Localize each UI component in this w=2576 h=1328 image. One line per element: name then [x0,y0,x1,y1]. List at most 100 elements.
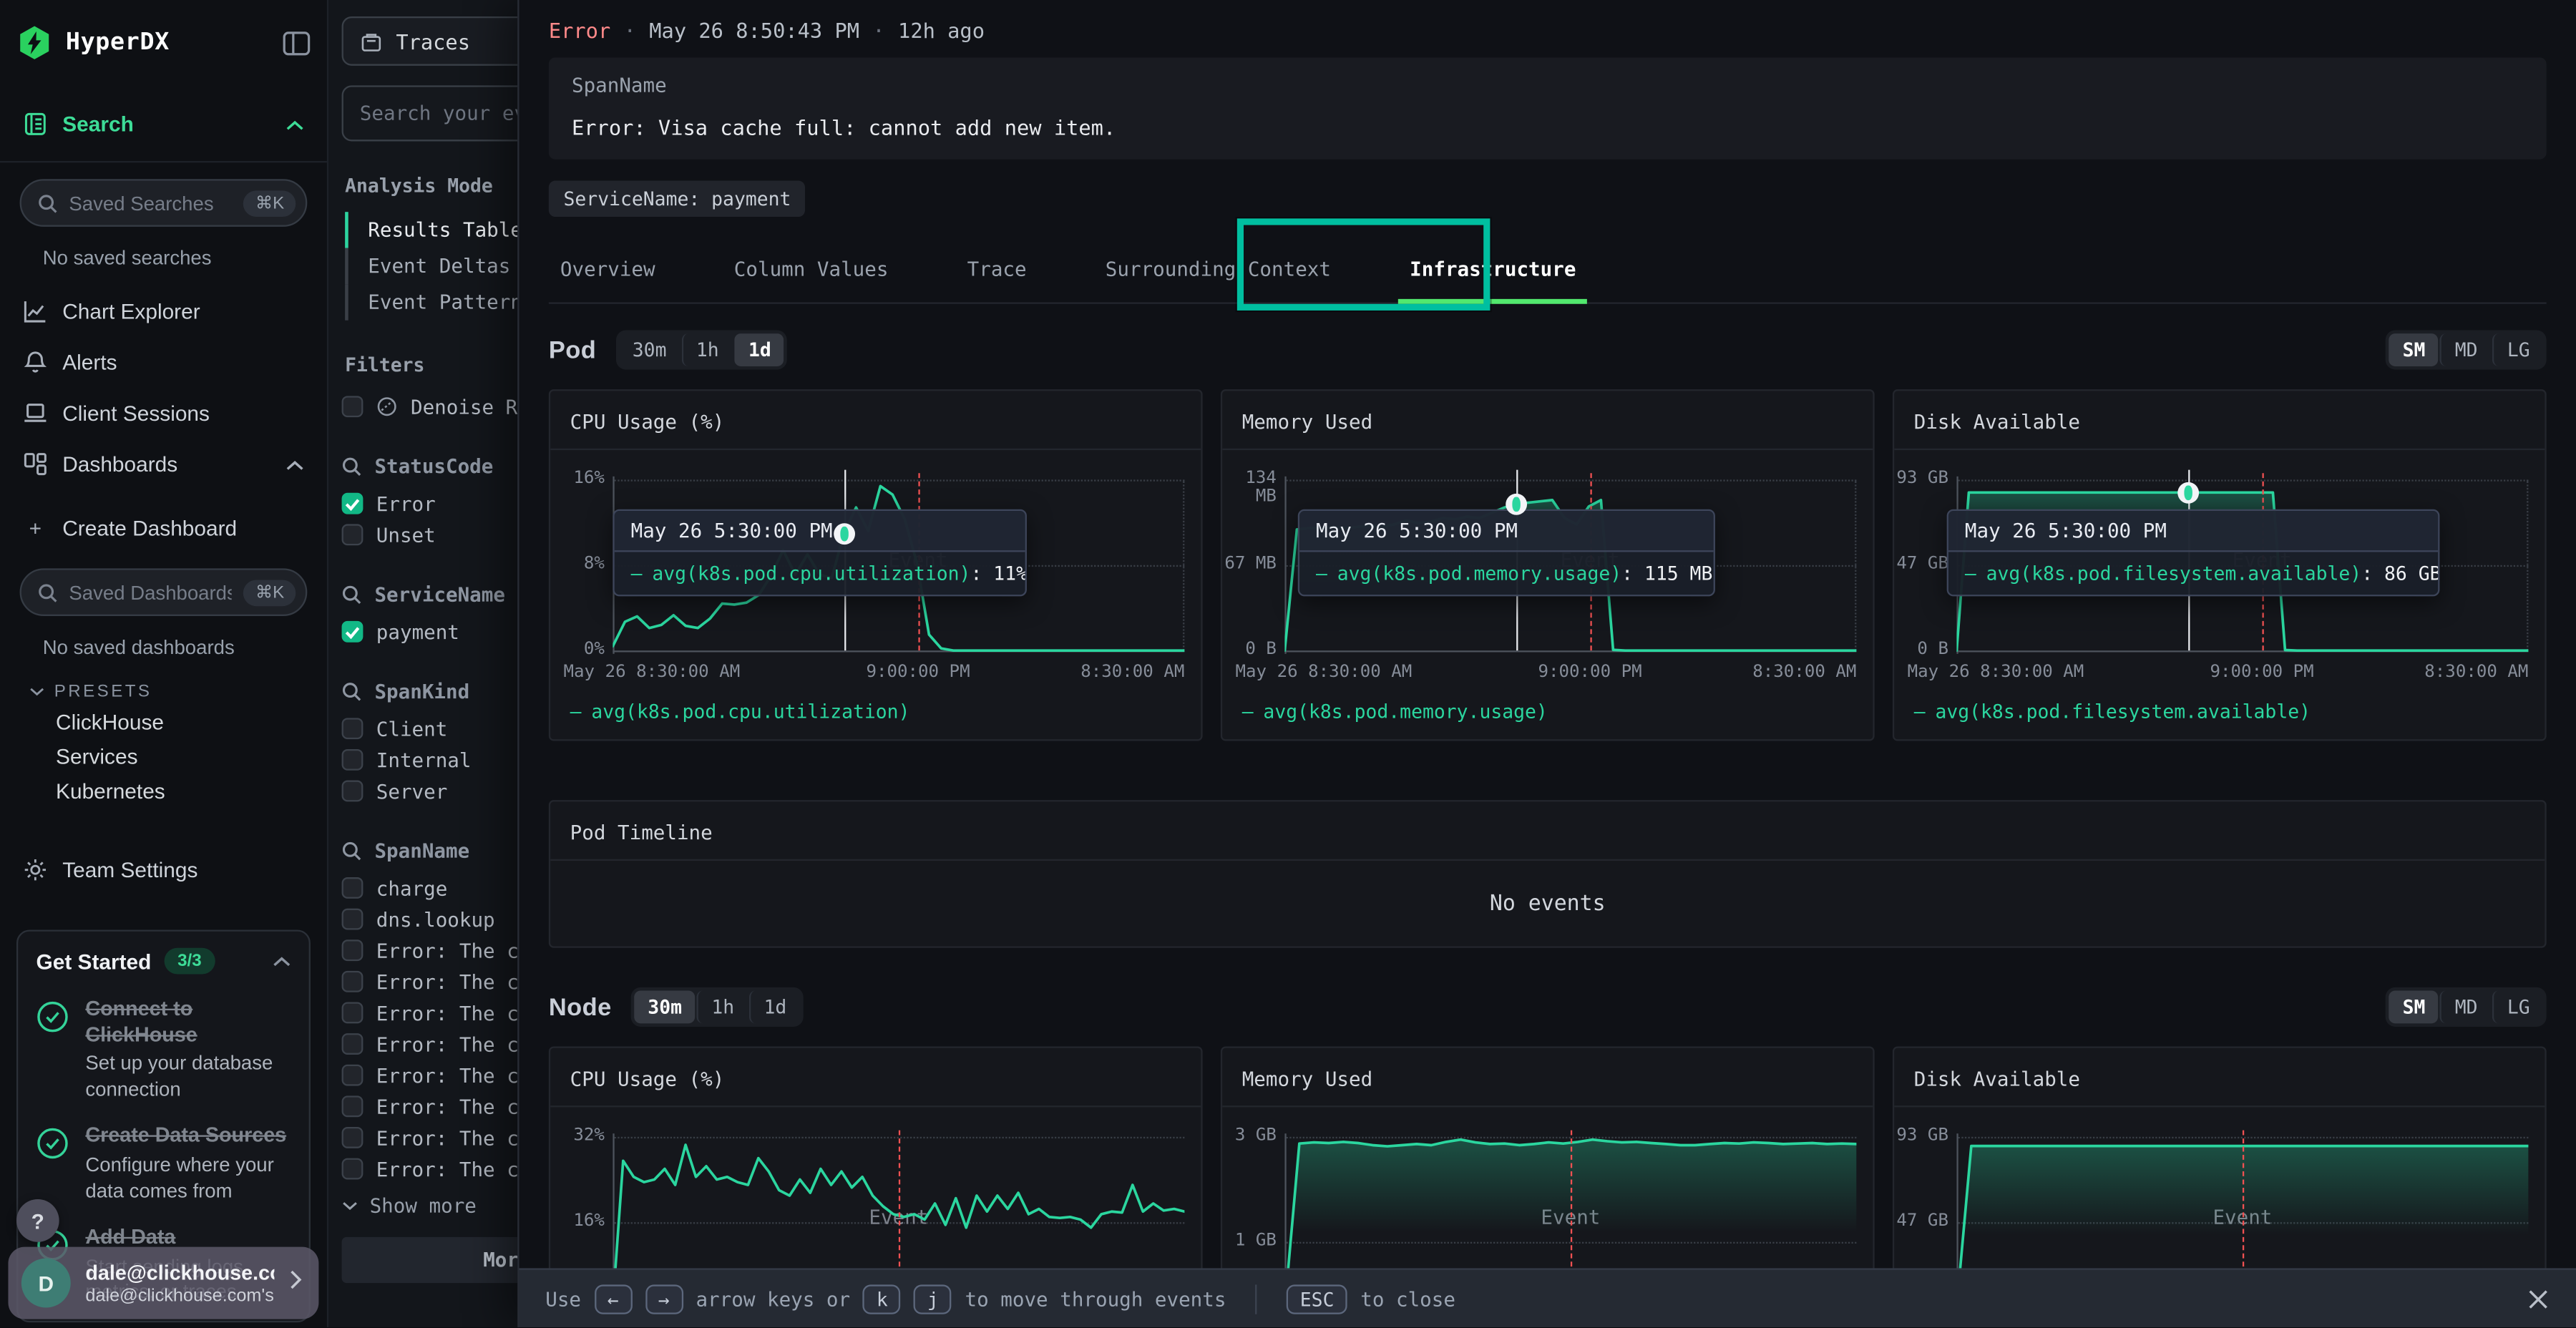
range-button[interactable]: 1d [733,333,784,366]
pod-timeline-title: Pod Timeline [570,821,713,844]
saved-dashboards-field[interactable] [69,581,232,604]
memory-used-chart[interactable]: Event May 26 5:30:00 PM —avg(k8s.pod.mem… [1284,467,1856,657]
checkbox [342,1127,364,1148]
range-button[interactable]: 1h [697,990,748,1023]
node-memory-chart[interactable]: Event [1284,1123,1856,1268]
tab[interactable]: Infrastructure [1398,242,1587,303]
range-button[interactable]: 30m [635,990,695,1023]
chart-title: Memory Used [1242,411,1372,434]
size-button[interactable]: LG [2492,990,2543,1023]
source-select-value: Traces [396,29,470,53]
preset-item[interactable]: ClickHouse [16,705,311,739]
size-button[interactable]: LG [2492,333,2543,366]
get-started-task[interactable]: Create Data Sources Configure where your… [36,1124,291,1204]
chart-tooltip: May 26 5:30:00 PM —avg(k8s.pod.filesyste… [1947,509,2440,597]
node-range-toggle: 30m1h1d [631,987,803,1027]
checkbox [342,1158,364,1180]
y-axis: 16% 8% 0% [557,467,613,657]
tab[interactable]: Column Values [723,242,900,303]
tab[interactable]: Surrounding Context [1094,242,1342,303]
team-settings-label: Team Settings [62,856,197,881]
preset-item[interactable]: Services [16,739,311,773]
sidebar-item-team-settings[interactable]: Team Settings [16,844,311,894]
checkbox [342,621,364,643]
range-button[interactable]: 30m [619,333,679,366]
divider [1256,1284,1257,1313]
checkbox [342,1002,364,1024]
service-name-chip[interactable]: ServiceName: payment [549,181,806,218]
pod-cpu-chart-card: CPU Usage (%) 16% 8% 0% Event [549,389,1203,741]
get-started-task[interactable]: Connect to ClickHouse Set up your databa… [36,997,291,1103]
checkbox [342,524,364,545]
chart-legend: —avg(k8s.pod.cpu.utilization) [550,687,1201,739]
sidebar-item-search[interactable]: Search [16,99,311,148]
dashboards-label: Dashboards [62,451,177,475]
hover-point-marker [1505,493,1526,514]
check-circle-icon [36,1000,69,1103]
size-button[interactable]: MD [2440,990,2491,1023]
create-dashboard-button[interactable]: + Create Dashboard [16,503,311,552]
user-profile[interactable]: D dale@clickhouse.com dale@clickhouse.co… [8,1247,318,1319]
node-section-header: Node 30m1h1d SMMDLG [549,987,2547,1027]
cpu-usage-chart[interactable]: Event May 26 5:30:00 PM —avg(k8s.pod.cpu… [613,467,1184,657]
checkbox [342,939,364,961]
x-axis: May 26 8:30:00 AM 9:00:00 PM 8:30:00 AM [613,662,1184,686]
pod-timeline-empty: No events [550,861,2545,946]
size-button[interactable]: SM [2389,990,2439,1023]
dashboards-icon [23,451,47,475]
sidebar-item-chart-explorer[interactable]: Chart Explorer [16,285,311,335]
event-header: Error · May 26 8:50:43 PM · 12h ago [549,0,2547,43]
tab[interactable]: Trace [956,242,1038,303]
chart-legend: —avg(k8s.pod.memory.usage) [1222,687,1873,739]
chart-title: Memory Used [1242,1068,1372,1090]
sidebar-item-client-sessions[interactable]: Client Sessions [16,388,311,437]
pod-size-toggle: SMMDLG [2386,330,2547,369]
arrow-right-key: → [645,1284,683,1313]
app-title: HyperDX [66,29,170,56]
node-disk-chart[interactable]: Event [1956,1123,2528,1268]
pod-section-title: Pod [549,336,596,364]
range-button[interactable]: 1d [749,990,800,1023]
denoise-label: Denoise Re [411,395,530,418]
search-icon [342,682,362,702]
checkbox [342,877,364,899]
search-icon [342,585,362,605]
size-button[interactable]: SM [2389,333,2439,366]
saved-dashboards-input[interactable]: ⌘K [20,568,308,616]
help-button[interactable]: ? [16,1199,59,1242]
node-cpu-chart[interactable]: Event [613,1123,1184,1268]
event-timestamp: May 26 8:50:43 PM [649,18,859,42]
size-button[interactable]: MD [2440,333,2491,366]
task-title: Create Data Sources [85,1124,291,1150]
esc-key: ESC [1287,1284,1347,1313]
pod-disk-chart-card: Disk Available 93 GB 47 GB 0 B Event [1893,389,2547,741]
chart-title: Disk Available [1914,411,2080,434]
checkbox [342,493,364,514]
group-title: SpanKind [374,680,469,703]
checkbox [342,1065,364,1086]
chart-legend: —avg(k8s.pod.filesystem.available) [1894,687,2545,739]
disk-available-chart[interactable]: Event May 26 5:30:00 PM —avg(k8s.pod.fil… [1956,467,2528,657]
close-icon[interactable] [2527,1287,2550,1310]
chevron-up-icon[interactable] [273,946,291,975]
node-section-title: Node [549,993,612,1021]
saved-searches-input[interactable]: ⌘K [20,179,308,227]
arrow-left-key: ← [594,1284,632,1313]
sidebar-item-alerts[interactable]: Alerts [16,337,311,386]
tab[interactable]: Overview [549,242,667,303]
saved-searches-field[interactable] [69,191,232,214]
divider [0,161,327,162]
get-started-progress-badge: 3/3 [165,948,215,975]
sidebar: HyperDX Search ⌘K No saved searches Char… [0,0,328,1327]
preset-item[interactable]: Kubernetes [16,773,311,808]
sidebar-item-dashboards[interactable]: Dashboards [16,439,311,488]
create-dashboard-label: Create Dashboard [62,515,237,540]
group-title: StatusCode [374,455,493,478]
group-title: SpanName [374,839,469,862]
presets-header[interactable]: PRESETS [16,665,311,705]
chevron-up-icon [286,111,303,135]
sidebar-collapse-icon[interactable] [283,30,311,54]
range-button[interactable]: 1h [681,333,732,366]
chevron-up-icon [286,451,303,475]
avatar: D [21,1259,71,1308]
